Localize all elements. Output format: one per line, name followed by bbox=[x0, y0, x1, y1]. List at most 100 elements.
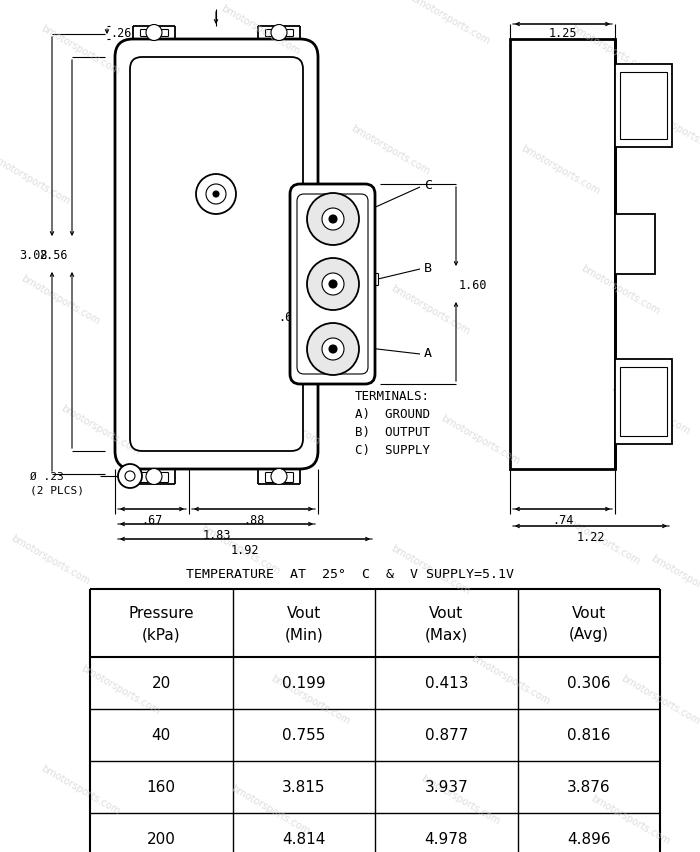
Circle shape bbox=[307, 259, 359, 311]
Text: bmotorsports.com: bmotorsports.com bbox=[389, 543, 471, 596]
Text: bmotorsports.com: bmotorsports.com bbox=[649, 553, 700, 606]
Text: bmotorsports.com: bmotorsports.com bbox=[0, 153, 71, 206]
Text: 20: 20 bbox=[152, 676, 171, 691]
Text: bmotorsports.com: bmotorsports.com bbox=[189, 253, 271, 307]
FancyBboxPatch shape bbox=[115, 40, 318, 469]
Text: bmotorsports.com: bmotorsports.com bbox=[9, 532, 91, 586]
Text: bmotorsports.com: bmotorsports.com bbox=[389, 283, 471, 337]
Text: (Avg): (Avg) bbox=[568, 627, 609, 642]
Text: TERMINALS:: TERMINALS: bbox=[355, 389, 430, 402]
Bar bbox=[620, 73, 667, 140]
Text: bmotorsports.com: bmotorsports.com bbox=[159, 133, 242, 187]
Text: bmotorsports.com: bmotorsports.com bbox=[199, 523, 281, 576]
Text: 3.937: 3.937 bbox=[424, 780, 468, 795]
Circle shape bbox=[118, 464, 142, 488]
Circle shape bbox=[271, 26, 287, 42]
Text: 0.816: 0.816 bbox=[567, 728, 610, 743]
Text: bmotorsports.com: bmotorsports.com bbox=[79, 663, 161, 716]
Text: bmotorsports.com: bmotorsports.com bbox=[19, 273, 102, 326]
Text: 0.413: 0.413 bbox=[424, 676, 468, 691]
Text: bmotorsports.com: bmotorsports.com bbox=[559, 513, 641, 566]
Text: 2.56: 2.56 bbox=[39, 248, 68, 262]
Text: .74: .74 bbox=[552, 514, 573, 527]
Text: Vout: Vout bbox=[572, 605, 606, 619]
FancyBboxPatch shape bbox=[290, 185, 375, 384]
Text: bmotorsports.com: bmotorsports.com bbox=[419, 773, 501, 826]
Text: 200: 200 bbox=[147, 832, 176, 847]
Text: .61: .61 bbox=[279, 311, 300, 324]
Circle shape bbox=[329, 216, 337, 224]
Circle shape bbox=[307, 193, 359, 245]
Text: A)  GROUND: A) GROUND bbox=[355, 407, 430, 421]
Text: Ø .23
(2 PLCS): Ø .23 (2 PLCS) bbox=[30, 471, 84, 495]
FancyBboxPatch shape bbox=[130, 58, 303, 452]
Bar bbox=[510, 40, 615, 469]
Text: bmotorsports.com: bmotorsports.com bbox=[59, 403, 141, 456]
Text: bmotorsports.com: bmotorsports.com bbox=[639, 103, 700, 157]
Text: .67: .67 bbox=[141, 514, 162, 527]
Text: (Max): (Max) bbox=[425, 627, 468, 642]
Circle shape bbox=[322, 273, 344, 296]
Text: bmotorsports.com: bmotorsports.com bbox=[609, 383, 691, 436]
Text: .88: .88 bbox=[243, 514, 264, 527]
Text: bmotorsports.com: bmotorsports.com bbox=[589, 792, 671, 846]
Bar bbox=[615, 65, 672, 148]
Circle shape bbox=[307, 324, 359, 376]
Circle shape bbox=[146, 469, 162, 485]
Text: 1.22: 1.22 bbox=[577, 531, 606, 544]
Text: 4.978: 4.978 bbox=[424, 832, 468, 847]
Text: 1.60: 1.60 bbox=[459, 278, 487, 291]
Text: bmotorsports.com: bmotorsports.com bbox=[269, 672, 351, 726]
Text: 0.199: 0.199 bbox=[282, 676, 326, 691]
Text: bmotorsports.com: bmotorsports.com bbox=[38, 763, 121, 815]
Text: C)  SUPPLY: C) SUPPLY bbox=[355, 444, 430, 457]
Text: bmotorsports.com: bmotorsports.com bbox=[439, 413, 522, 466]
Text: (kPa): (kPa) bbox=[142, 627, 181, 642]
Circle shape bbox=[271, 469, 287, 485]
Text: 1.25: 1.25 bbox=[548, 27, 577, 40]
Text: .26: .26 bbox=[110, 27, 132, 40]
Text: bmotorsports.com: bmotorsports.com bbox=[38, 23, 121, 77]
Text: bmotorsports.com: bmotorsports.com bbox=[229, 782, 312, 836]
Text: .71: .71 bbox=[288, 196, 310, 209]
Text: bmotorsports.com: bmotorsports.com bbox=[349, 124, 431, 176]
Circle shape bbox=[125, 471, 135, 481]
Text: bmotorsports.com: bmotorsports.com bbox=[469, 653, 551, 705]
Text: 3.876: 3.876 bbox=[567, 780, 610, 795]
Circle shape bbox=[206, 185, 226, 204]
Text: bmotorsports.com: bmotorsports.com bbox=[569, 23, 651, 77]
Text: B: B bbox=[424, 262, 432, 274]
Circle shape bbox=[146, 26, 162, 42]
Text: 0.877: 0.877 bbox=[425, 728, 468, 743]
Bar bbox=[615, 360, 672, 445]
Bar bbox=[615, 215, 655, 274]
Text: bmotorsports.com: bmotorsports.com bbox=[579, 263, 662, 316]
Text: Pressure: Pressure bbox=[128, 605, 194, 619]
Text: 1.83: 1.83 bbox=[202, 528, 231, 541]
Text: C: C bbox=[424, 178, 432, 192]
Text: 4.896: 4.896 bbox=[567, 832, 610, 847]
Text: 1.92: 1.92 bbox=[231, 544, 259, 556]
Text: 160: 160 bbox=[147, 780, 176, 795]
Text: bmotorsports.com: bmotorsports.com bbox=[219, 3, 301, 56]
Text: bmotorsports.com: bmotorsports.com bbox=[409, 0, 491, 47]
Text: Vout: Vout bbox=[286, 605, 321, 619]
Circle shape bbox=[322, 338, 344, 360]
Circle shape bbox=[322, 209, 344, 231]
Text: A: A bbox=[424, 346, 432, 359]
Bar bbox=[620, 367, 667, 436]
Text: 40: 40 bbox=[152, 728, 171, 743]
Text: bmotorsports.com: bmotorsports.com bbox=[619, 672, 700, 726]
Text: 3.815: 3.815 bbox=[282, 780, 326, 795]
Text: 4.814: 4.814 bbox=[282, 832, 326, 847]
Text: (Min): (Min) bbox=[284, 627, 323, 642]
Text: Vout: Vout bbox=[429, 605, 463, 619]
Text: 3.08: 3.08 bbox=[20, 248, 48, 262]
Circle shape bbox=[329, 346, 337, 354]
Circle shape bbox=[196, 175, 236, 215]
Text: B)  OUTPUT: B) OUTPUT bbox=[355, 425, 430, 439]
Text: bmotorsports.com: bmotorsports.com bbox=[519, 143, 601, 197]
Text: 0.755: 0.755 bbox=[282, 728, 326, 743]
Circle shape bbox=[329, 280, 337, 289]
Text: 0.306: 0.306 bbox=[567, 676, 610, 691]
